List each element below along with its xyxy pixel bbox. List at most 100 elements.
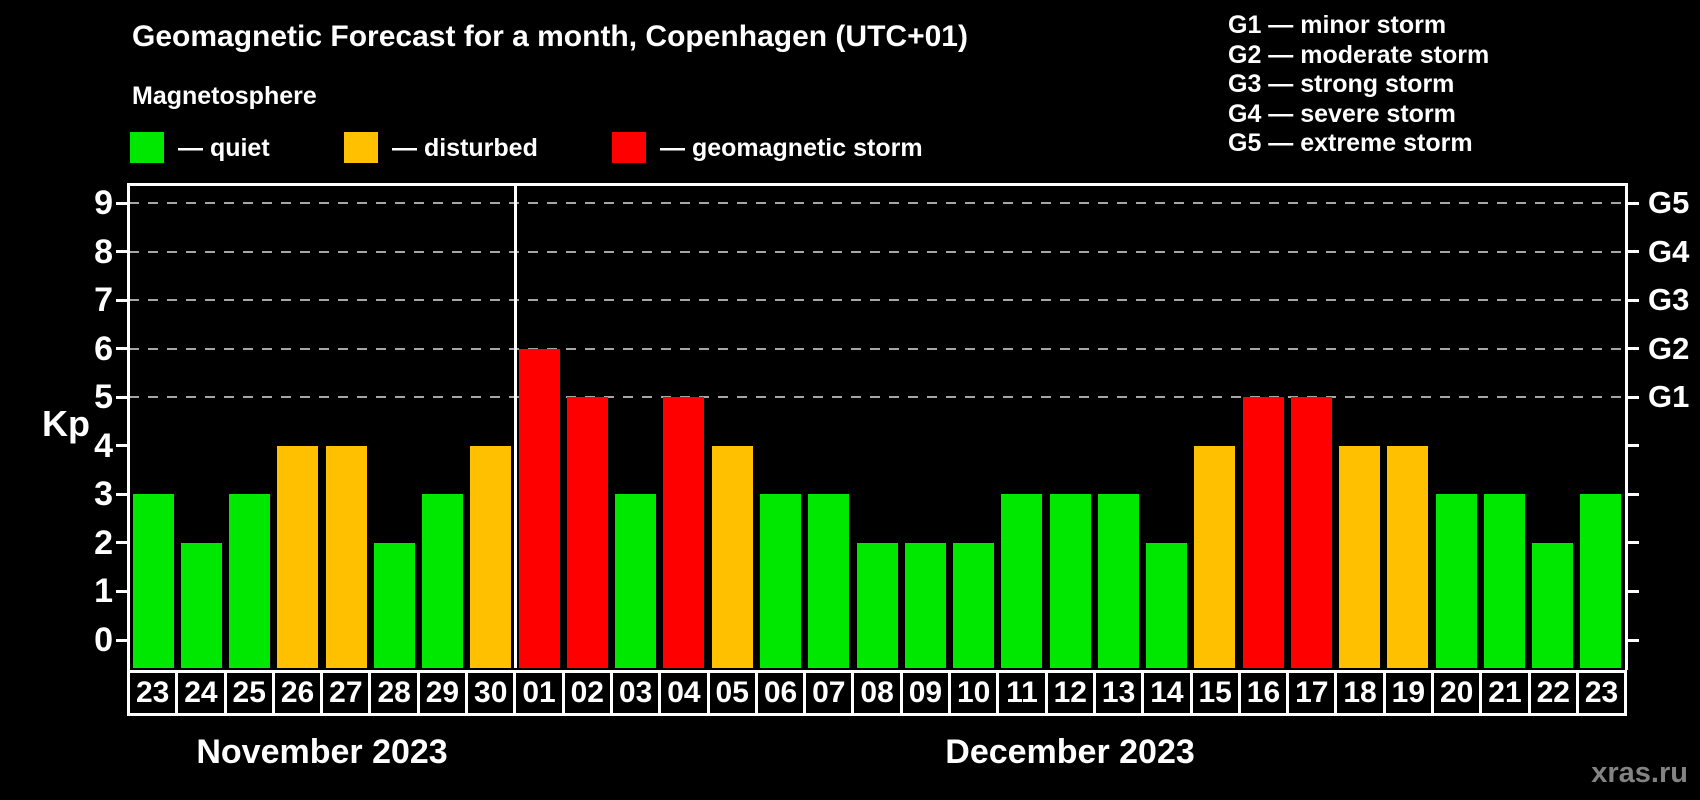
y-tick-left-9 [116, 201, 129, 205]
gridline-kp8 [129, 250, 1625, 253]
kp-bar-dec-10 [953, 542, 995, 668]
y-tick-right-0 [1626, 638, 1639, 642]
y-tick-right-7 [1626, 298, 1639, 302]
date-cell-nov-23: 23 [135, 676, 170, 709]
right-axis-label-g4: G4 [1648, 233, 1690, 269]
y-tick-left-8 [116, 250, 129, 254]
kp-bar-dec-17 [1290, 397, 1332, 668]
date-cell-dec-20: 20 [1431, 673, 1479, 713]
date-axis-row: 23 24 25 26 27 28 29 30 01 02 03 04 05 06 07 08 09 10 11 12… [127, 670, 1627, 716]
date-cell-nov-27: 27 [320, 673, 368, 713]
gridline-kp9 [129, 202, 1625, 205]
g-legend-line: G3 — strong storm [1228, 70, 1455, 98]
kp-bar-dec-03 [615, 494, 657, 668]
date-cell-nov-28: 28 [368, 673, 416, 713]
g-legend-line: G5 — extreme storm [1228, 129, 1473, 157]
kp-bar-dec-12 [1049, 494, 1091, 668]
y-tick-label-4: 4 [94, 426, 113, 465]
y-tick-label-0: 0 [94, 621, 113, 659]
kp-bar-dec-23 [1580, 494, 1622, 668]
date-cell-dec-13: 13 [1092, 673, 1141, 713]
kp-bar-dec-20 [1435, 494, 1477, 668]
date-cell-dec-07: 07 [803, 673, 851, 713]
chart-subtitle: Magnetosphere [132, 82, 317, 110]
y-tick-label-9: 9 [94, 184, 113, 223]
y-tick-label-3: 3 [94, 475, 113, 514]
kp-bar-nov-23 [132, 494, 174, 668]
date-cell-dec-01: 01 [513, 673, 561, 713]
kp-bar-nov-25 [229, 494, 271, 668]
y-tick-left-1 [116, 589, 129, 593]
y-tick-left-3 [116, 492, 129, 496]
date-cell-dec-05: 05 [706, 673, 755, 713]
kp-bar-dec-06 [759, 494, 801, 668]
kp-bar-dec-21 [1483, 494, 1525, 668]
date-cell-dec-23: 23 [1575, 673, 1624, 713]
frame-top [127, 183, 1627, 186]
date-cell-dec-03: 03 [609, 673, 658, 713]
month-separator-line [513, 186, 517, 668]
right-axis-label-g1: G1 [1648, 379, 1690, 415]
y-tick-left-7 [116, 298, 129, 302]
date-cell-dec-08: 08 [851, 673, 899, 713]
right-axis-line [1625, 183, 1628, 670]
y-tick-right-2 [1626, 541, 1639, 545]
g-legend-line: G1 — minor storm [1228, 11, 1447, 39]
right-axis-label-g2: G2 [1648, 330, 1690, 366]
g-legend-line: G4 — severe storm [1228, 99, 1456, 128]
g-scale-legend: G1 — minor storm G2 — moderate storm G3 — … [1228, 11, 1489, 159]
kp-bar-nov-27 [325, 445, 367, 668]
y-tick-label-7: 7 [94, 281, 113, 320]
gridline-kp7 [129, 299, 1625, 302]
y-tick-label-5: 5 [94, 378, 113, 417]
y-tick-left-6 [116, 347, 129, 351]
y-tick-right-1 [1626, 589, 1639, 593]
date-cell-dec-06: 06 [754, 673, 803, 713]
kp-bar-nov-26 [277, 445, 319, 668]
kp-bar-dec-02 [566, 397, 608, 668]
y-tick-right-3 [1626, 492, 1639, 496]
y-tick-left-2 [116, 541, 129, 545]
disturbed-legend-label: — disturbed [392, 134, 538, 162]
y-tick-label-6: 6 [94, 329, 113, 368]
y-tick-left-5 [116, 395, 129, 399]
kp-bar-nov-29 [422, 494, 464, 668]
date-cell-dec-18: 18 [1334, 673, 1382, 713]
quiet-legend-label: — quiet [178, 134, 270, 162]
y-tick-left-0 [116, 638, 129, 642]
right-axis-label-g5: G5 [1648, 185, 1690, 221]
y-tick-right-6 [1626, 347, 1639, 351]
quiet-legend-swatch [130, 132, 164, 163]
plot-area [129, 183, 1625, 668]
date-cell-dec-15: 15 [1189, 673, 1238, 713]
month-label-november: November 2023 [196, 733, 448, 771]
disturbed-legend-swatch [344, 132, 378, 163]
gridline-kp5 [129, 396, 1625, 399]
kp-bar-dec-13 [1097, 494, 1139, 668]
kp-bar-dec-11 [1001, 494, 1043, 668]
y-axis-line [127, 183, 130, 670]
date-cell-dec-14: 14 [1141, 673, 1189, 713]
date-cell-nov-24: 24 [175, 673, 223, 713]
date-cell-nov-29: 29 [416, 673, 465, 713]
storm-legend-swatch [612, 132, 646, 163]
kp-bar-dec-14 [1146, 542, 1188, 668]
y-tick-right-8 [1626, 250, 1639, 254]
y-tick-label-2: 2 [94, 523, 113, 562]
date-cell-nov-25: 25 [223, 673, 272, 713]
kp-bar-dec-18 [1339, 445, 1381, 668]
watermark: xras.ru [1591, 757, 1688, 789]
date-cell-nov-26: 26 [271, 673, 320, 713]
kp-bar-dec-04 [663, 397, 705, 668]
date-cell-dec-04: 04 [658, 673, 706, 713]
date-cell-dec-16: 16 [1237, 673, 1286, 713]
date-cell-dec-11: 11 [996, 673, 1044, 713]
kp-bar-nov-30 [470, 445, 512, 668]
date-cell-dec-22: 22 [1527, 673, 1576, 713]
date-cell-dec-21: 21 [1479, 673, 1527, 713]
y-tick-right-9 [1626, 201, 1639, 205]
kp-bar-dec-07 [808, 494, 850, 668]
y-tick-label-8: 8 [94, 232, 113, 271]
y-tick-right-4 [1626, 444, 1639, 448]
